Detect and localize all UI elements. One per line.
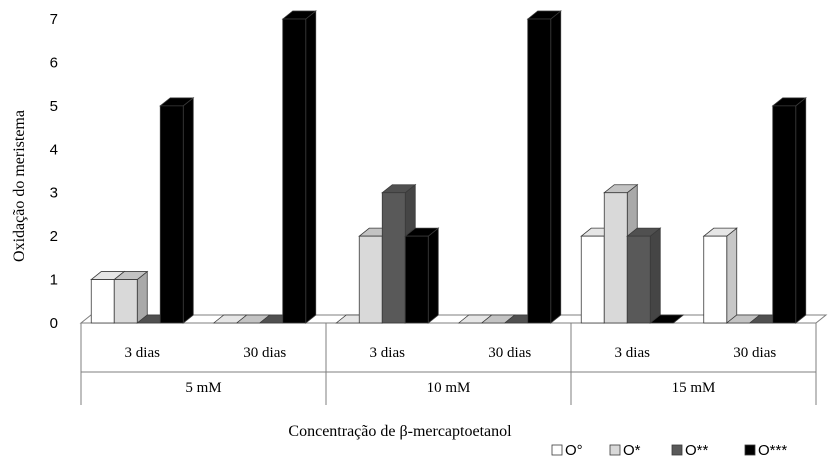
legend: O° O* O** O*** [551, 442, 787, 459]
bar-side [726, 227, 738, 324]
bar-front [159, 105, 184, 324]
bar-front [358, 235, 383, 324]
x-axis-label: Concentração de β-mercaptoetanol [288, 423, 512, 440]
bar-side [427, 227, 439, 324]
bar-O***-1 [159, 97, 195, 324]
y-tick-label: 0 [50, 315, 58, 332]
y-axis: 0 1 2 3 4 5 6 7 [50, 11, 58, 332]
y-tick-label: 3 [50, 185, 58, 202]
bar-O***-2 [281, 10, 317, 324]
bar-front [527, 18, 552, 324]
x-tick-label: 30 dias [733, 345, 776, 361]
legend-label-4: O*** [758, 442, 787, 459]
legend-swatch-4 [744, 444, 756, 456]
legend-swatch-2 [609, 444, 621, 456]
legend-label-2: O* [623, 442, 641, 459]
x-tick-label: 3 dias [370, 345, 406, 361]
legend-swatch-3 [671, 444, 683, 456]
x-group-label: 5 mM [185, 380, 221, 396]
bar-front [603, 192, 628, 324]
bar-side [550, 10, 562, 324]
bar-side [305, 10, 317, 324]
x-tick-label: 3 dias [125, 345, 161, 361]
x-axis: 3 dias 30 dias 3 dias 30 dias 3 dias 30 dias 5… [80, 323, 817, 405]
bar-side [795, 97, 807, 324]
bar-front [772, 105, 797, 324]
bar-front [90, 279, 115, 324]
bar-O***-5 [649, 314, 685, 324]
bar-O***-6 [771, 97, 807, 324]
bar-front [381, 192, 406, 324]
bar-front [113, 279, 138, 324]
x-group-label: 15 mM [672, 380, 716, 396]
bar-front [626, 235, 651, 324]
x-tick-label: 3 dias [615, 345, 651, 361]
y-tick-label: 5 [50, 98, 58, 115]
y-tick-label: 4 [50, 141, 58, 158]
bars [90, 10, 807, 324]
bar-front [282, 18, 307, 324]
bar-front [703, 235, 728, 324]
legend-label-3: O** [685, 442, 709, 459]
legend-swatch-1 [551, 444, 563, 456]
y-tick-label: 1 [50, 272, 58, 289]
legend-label-1: O° [565, 442, 583, 459]
y-tick-label: 6 [50, 54, 58, 71]
bar-side [649, 227, 661, 324]
bar-front [404, 235, 429, 324]
bar-O°-6 [702, 227, 738, 324]
bar-front [580, 235, 605, 324]
x-group-label: 10 mM [427, 380, 471, 396]
bar-side [136, 270, 148, 324]
bar-O***-3 [404, 227, 440, 324]
y-tick-label: 7 [50, 11, 58, 28]
y-tick-label: 2 [50, 228, 58, 245]
bar-O**-5 [626, 227, 662, 324]
x-tick-label: 30 dias [488, 345, 531, 361]
bar-side [182, 97, 194, 324]
x-tick-label: 30 dias [243, 345, 286, 361]
bar-O***-4 [526, 10, 562, 324]
bar-top [649, 314, 685, 324]
bar-O*-1 [113, 270, 149, 324]
y-axis-label: Oxidação do meristema [11, 110, 28, 262]
